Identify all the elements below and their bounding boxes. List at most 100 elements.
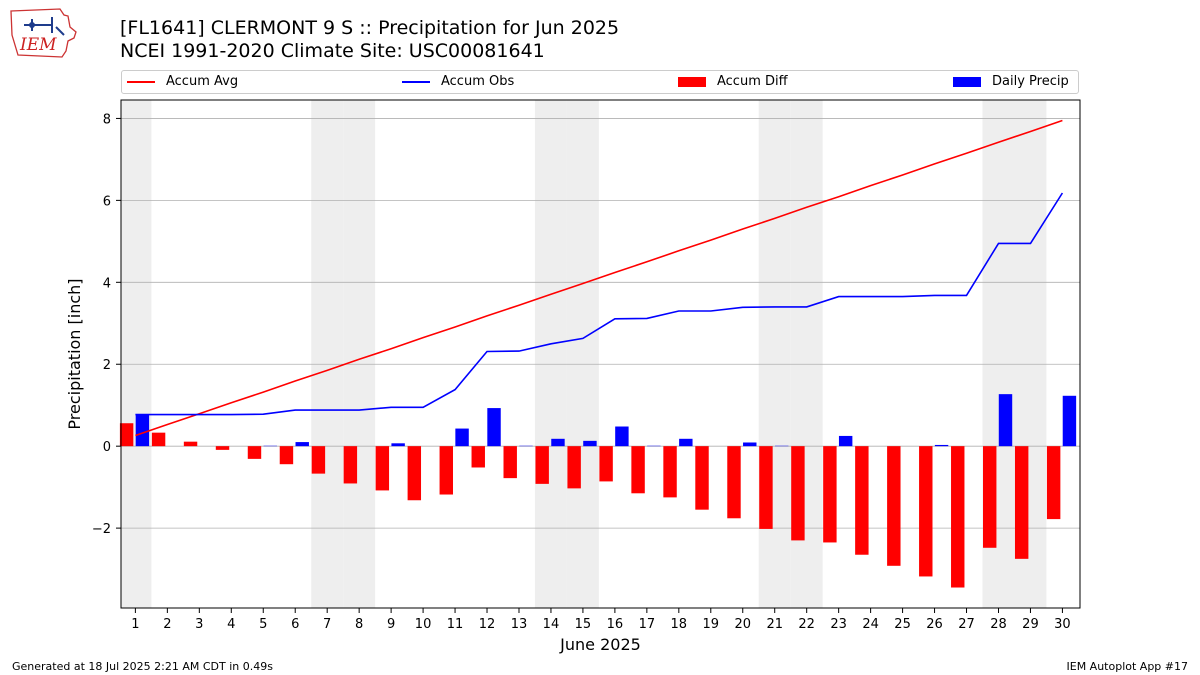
accum-diff-bar <box>151 432 166 447</box>
daily-precip-bar <box>838 435 853 447</box>
accum-avg-line <box>135 119 1063 437</box>
accum-diff-bar <box>855 446 869 555</box>
y-tick-label: 0 <box>103 440 111 455</box>
accum-diff-bar <box>727 446 741 519</box>
daily-precip-bar <box>455 428 469 447</box>
weekend-shade-band <box>758 100 791 608</box>
x-tick-label: 19 <box>703 617 720 632</box>
accum-diff-bar <box>887 446 901 566</box>
x-tick-label: 1 <box>131 617 139 632</box>
accum-diff-bar <box>791 446 805 541</box>
precip-chart: 1 2 3 4 5 6 7 8 9 10 11 12 13 14 15 16 17 18 19 20 21 22 23 24 2… <box>65 99 1081 654</box>
x-tick-label: 20 <box>734 617 751 632</box>
bar-series <box>119 394 1077 588</box>
x-tick-label: 16 <box>607 617 624 632</box>
accum-diff-bar <box>215 446 230 450</box>
x-tick-label: 18 <box>671 617 688 632</box>
y-tick-label: 4 <box>103 276 111 291</box>
accum-diff-bar <box>567 446 581 489</box>
accum-diff-bar <box>759 446 773 529</box>
x-tick-label: 27 <box>958 617 975 632</box>
accum-diff-bar <box>983 446 997 548</box>
accum-diff-bar <box>695 446 709 510</box>
accum-obs-line <box>135 192 1064 416</box>
legend-item-accum-diff: Accum Diff <box>678 74 788 89</box>
x-tick-label: 21 <box>766 617 783 632</box>
accum-diff-bar <box>919 446 933 577</box>
accum-diff-bar <box>471 446 485 468</box>
x-axis-ticks: 1 2 3 4 5 6 7 8 9 10 11 12 13 14 15 16 17 18 19 20 21 22 23 24 2… <box>131 608 1071 632</box>
line-series <box>135 119 1064 437</box>
y-tick-label: 6 <box>103 194 111 209</box>
daily-precip-bar <box>135 414 150 447</box>
weekend-shading <box>121 100 1047 608</box>
y-tick-label: 8 <box>103 112 111 127</box>
accum-diff-bar <box>247 446 262 459</box>
legend-label: Accum Avg <box>166 74 239 89</box>
x-tick-label: 5 <box>259 617 267 632</box>
x-tick-label: 24 <box>862 617 879 632</box>
chart-title: [FL1641] CLERMONT 9 S :: Precipitation f… <box>120 17 620 39</box>
accum-diff-bar <box>631 446 645 494</box>
accum-diff-bar <box>503 446 517 479</box>
weekend-shade-band <box>566 100 599 608</box>
legend-item-accum-avg: Accum Avg <box>127 74 238 89</box>
weekend-shade-band <box>311 100 344 608</box>
accum-diff-bar <box>951 446 965 588</box>
y-tick-label: −2 <box>92 522 111 537</box>
legend-line-accum-obs <box>402 80 430 83</box>
x-tick-label: 4 <box>227 617 235 632</box>
legend-line-accum-avg <box>127 80 155 83</box>
x-tick-label: 17 <box>639 617 656 632</box>
x-tick-label: 6 <box>291 617 299 632</box>
x-tick-label: 8 <box>355 617 363 632</box>
x-tick-label: 9 <box>387 617 395 632</box>
legend-label: Daily Precip <box>992 74 1069 89</box>
weekend-shade-band <box>343 100 376 608</box>
y-axis-label: Precipitation [inch] <box>65 278 84 429</box>
iowa-state-outline-icon <box>10 8 77 58</box>
x-axis-label: June 2025 <box>559 635 641 654</box>
x-tick-label: 13 <box>511 617 528 632</box>
accum-diff-bar <box>375 446 390 491</box>
accum-diff-bar <box>279 446 294 465</box>
accum-diff-bar <box>1014 446 1029 559</box>
x-tick-label: 15 <box>575 617 592 632</box>
plot-area-frame <box>120 99 1081 609</box>
x-tick-label: 11 <box>447 617 464 632</box>
daily-precip-bar <box>391 443 405 447</box>
legend-swatch-daily-precip <box>953 76 981 87</box>
x-tick-label: 10 <box>415 617 432 632</box>
accum-diff-bar <box>311 446 326 474</box>
daily-precip-bar <box>743 442 757 447</box>
x-tick-label: 26 <box>926 617 943 632</box>
accum-diff-bar <box>535 446 549 484</box>
legend-label: Accum Diff <box>717 74 788 89</box>
daily-precip-bar <box>998 394 1013 447</box>
accum-diff-bar <box>439 446 453 495</box>
footer-generated-text: Generated at 18 Jul 2025 2:21 AM CDT in … <box>12 660 273 673</box>
accum-diff-bar <box>343 446 358 484</box>
legend-item-daily-precip: Daily Precip <box>953 74 1069 89</box>
daily-precip-bar <box>295 442 309 447</box>
y-axis-ticks: −2 0 2 4 6 8 <box>92 112 121 537</box>
daily-precip-bar <box>487 408 501 447</box>
daily-precip-bar <box>551 438 565 447</box>
accum-diff-bar <box>663 446 677 498</box>
iem-logo: IEM <box>10 8 77 58</box>
x-tick-label: 7 <box>323 617 331 632</box>
x-tick-label: 22 <box>798 617 815 632</box>
accum-diff-bar <box>407 446 422 501</box>
accum-diff-bar <box>823 446 837 543</box>
x-tick-label: 28 <box>990 617 1007 632</box>
x-tick-label: 3 <box>195 617 203 632</box>
daily-precip-bar <box>1062 395 1077 447</box>
weekend-shade-band <box>534 100 567 608</box>
legend-label: Accum Obs <box>441 74 515 89</box>
accum-diff-bar <box>183 441 198 447</box>
x-tick-label: 29 <box>1022 617 1039 632</box>
x-tick-label: 23 <box>830 617 847 632</box>
logo-text: IEM <box>19 35 57 55</box>
x-tick-label: 14 <box>543 617 560 632</box>
x-tick-label: 30 <box>1054 617 1071 632</box>
